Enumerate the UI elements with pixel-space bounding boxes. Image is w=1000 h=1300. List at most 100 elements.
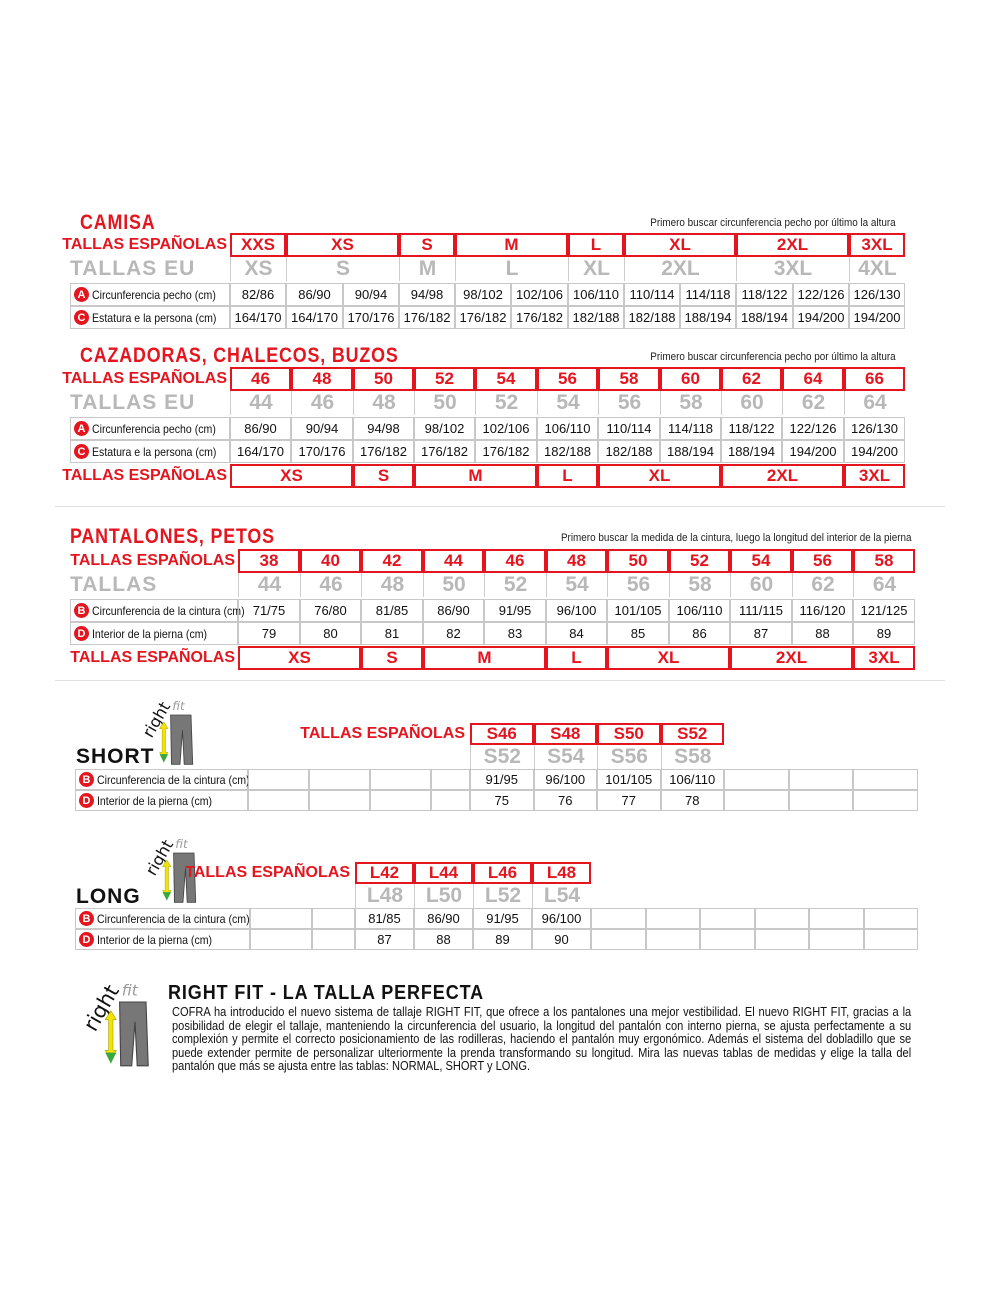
measurement-cell: 194/200 [844, 440, 905, 463]
badge-d-icon: D [74, 626, 89, 641]
measurement-cell: 91/95 [484, 599, 546, 622]
svg-text:fit: fit [122, 981, 139, 999]
measurement-cell: 176/182 [353, 440, 414, 463]
measurement-cell: 182/188 [598, 440, 660, 463]
measurement-cell: 182/188 [624, 306, 680, 329]
cazadoras-note: Primero buscar circunferencia pecho por … [650, 351, 896, 363]
spanish-size: S [353, 464, 414, 488]
measurement-cell: 106/110 [669, 599, 730, 622]
empty-cell [724, 790, 789, 811]
eu-size: 48 [361, 573, 423, 597]
spanish-sizes-label: TALLAS ESPAÑOLAS [185, 864, 350, 881]
measurement-cell: 122/126 [793, 283, 849, 306]
measurement-cell: 88 [792, 622, 853, 645]
eu-size: S [286, 257, 399, 281]
measurement-cell: 188/194 [736, 306, 793, 329]
row-label: D Interior de la pierna (cm) [75, 790, 248, 811]
eu-size: 58 [669, 573, 730, 597]
row-label-text: Circunferencia de la cintura (cm) [97, 911, 250, 926]
measurement-cell: 86/90 [423, 599, 484, 622]
camisa-note: Primero buscar circunferencia pecho por … [650, 217, 896, 229]
eu-size: 64 [853, 573, 915, 597]
spanish-size: 50 [353, 367, 414, 391]
divider [55, 680, 945, 681]
empty-cell [431, 769, 470, 790]
row-label-text: Circunferencia pecho (cm) [92, 421, 216, 436]
spanish-size: 3XL [853, 646, 915, 670]
spanish-size: XXS [230, 233, 286, 257]
eu-sizes-label: TALLAS EU [70, 257, 196, 280]
badge-b-icon: B [74, 603, 89, 618]
measurement-cell: 89 [853, 622, 915, 645]
empty-cell [431, 790, 470, 811]
spanish-size: L [568, 233, 624, 257]
measurement-cell: 91/95 [470, 769, 534, 790]
measurement-cell: 83 [484, 622, 546, 645]
spanish-size: 60 [660, 367, 721, 391]
row-label: A Circunferencia pecho (cm) [70, 417, 230, 440]
spanish-size: 3XL [849, 233, 905, 257]
empty-cell [853, 790, 918, 811]
svg-text:right: right [143, 836, 177, 878]
eu-size: 2XL [624, 257, 736, 281]
spanish-size: 54 [475, 367, 537, 391]
spanish-size: 40 [300, 549, 361, 573]
eu-size: S52 [470, 745, 534, 769]
spanish-size: S46 [470, 723, 534, 745]
badge-b-icon: B [79, 772, 94, 787]
spanish-size: S48 [533, 723, 597, 745]
measurement-cell: 81/85 [361, 599, 423, 622]
eu-size: 44 [230, 391, 291, 415]
measurement-cell: 85 [607, 622, 669, 645]
measurement-cell: 106/110 [568, 283, 624, 306]
measurement-cell: 176/182 [455, 306, 511, 329]
row-label: C Estatura e la persona (cm) [70, 306, 230, 329]
measurement-cell: 82/86 [230, 283, 286, 306]
eu-size: 54 [537, 391, 598, 415]
spanish-size: XL [598, 464, 721, 488]
spanish-size: 56 [792, 549, 853, 573]
badge-c-icon: C [74, 310, 89, 325]
measurement-cell: 116/120 [792, 599, 853, 622]
spanish-size: L42 [355, 862, 414, 884]
spanish-size: 62 [721, 367, 782, 391]
eu-size: 52 [484, 573, 546, 597]
measurement-cell: 101/105 [607, 599, 669, 622]
measurement-cell: 182/188 [568, 306, 624, 329]
rightfit-title: RIGHT FIT - LA TALLA PERFECTA [168, 982, 485, 1004]
spanish-sizes-label: TALLAS ESPAÑOLAS [62, 236, 227, 253]
measurement-cell: 96/100 [546, 599, 607, 622]
row-label: B Circunferencia de la cintura (cm) [75, 908, 250, 929]
measurement-cell: 188/194 [660, 440, 721, 463]
empty-cell [863, 908, 918, 929]
measurement-cell: 106/110 [537, 417, 598, 440]
measurement-cell: 89 [473, 929, 532, 950]
empty-cell [312, 908, 355, 929]
row-label-text: Circunferencia de la cintura (cm) [97, 772, 250, 787]
spanish-sizes-label: TALLAS ESPAÑOLAS [70, 649, 235, 666]
spanish-size: 54 [730, 549, 792, 573]
eu-size: S54 [533, 745, 598, 769]
spanish-size: XS [230, 464, 353, 488]
spanish-size: S52 [660, 723, 724, 745]
measurement-cell: 188/194 [680, 306, 736, 329]
eu-size: L50 [414, 884, 473, 908]
row-label: B Circunferencia de la cintura (cm) [75, 769, 250, 790]
spanish-size: 3XL [844, 464, 905, 488]
measurement-cell: 76 [533, 790, 597, 811]
measurement-cell: 94/98 [353, 417, 414, 440]
rightfit-logo-short: right fit [139, 698, 200, 771]
badge-d-icon: D [79, 793, 94, 808]
empty-cell [645, 908, 700, 929]
spanish-size: XS [286, 233, 399, 257]
measurement-cell: 98/102 [414, 417, 475, 440]
measurement-cell: 126/130 [849, 283, 905, 306]
empty-cell [788, 790, 854, 811]
svg-text:right: right [140, 698, 174, 740]
measurement-cell: 80 [300, 622, 361, 645]
rightfit-logo-long: right fit [142, 836, 203, 909]
measurement-cell: 86/90 [414, 908, 473, 929]
measurement-cell: 90 [532, 929, 591, 950]
eu-size: 58 [660, 391, 721, 415]
eu-size: L48 [355, 884, 414, 908]
